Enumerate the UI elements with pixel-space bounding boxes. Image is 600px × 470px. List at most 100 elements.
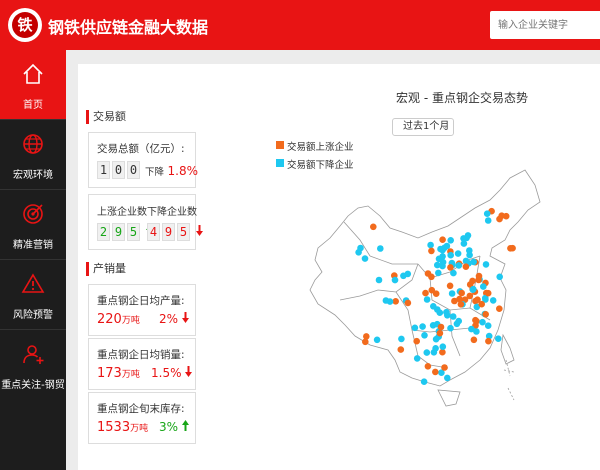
enterprise-dot bbox=[436, 329, 444, 337]
sidebar-item-risk[interactable]: 风险预警 bbox=[0, 260, 66, 330]
metric-label: 重点钢企旬末库存: bbox=[97, 403, 185, 415]
sidebar-item-marketing[interactable]: 精准营销 bbox=[0, 190, 66, 260]
enterprise-dot bbox=[485, 332, 493, 340]
sidebar-item-label: 宏观环境 bbox=[13, 170, 53, 181]
warning-icon bbox=[21, 273, 45, 293]
section-title-production: 产销量 bbox=[86, 262, 126, 276]
enterprise-dot bbox=[434, 306, 441, 313]
enterprise-dot bbox=[466, 292, 474, 300]
metric-label: 重点钢企日均产量: bbox=[97, 295, 185, 307]
change-value: 3% bbox=[159, 420, 179, 434]
sidebar: 首页 宏观环境 精准营销 风险预警 bbox=[0, 50, 66, 470]
enterprise-dot bbox=[470, 336, 478, 344]
enterprise-dot bbox=[413, 355, 421, 362]
enterprise-dot bbox=[391, 276, 399, 284]
search-input[interactable] bbox=[490, 11, 600, 39]
globe-icon bbox=[23, 134, 43, 154]
production-card-output: 重点钢企日均产量: 220万吨 2% bbox=[88, 284, 196, 336]
logo: 铁 bbox=[8, 8, 42, 42]
enterprise-dot bbox=[432, 290, 440, 297]
enterprise-dot bbox=[439, 236, 446, 243]
sidebar-item-label: 精准营销 bbox=[13, 240, 53, 251]
legend-swatch-up bbox=[276, 141, 284, 149]
enterprise-dot bbox=[449, 313, 457, 320]
enterprise-dot bbox=[439, 348, 446, 356]
enterprise-dot bbox=[479, 318, 486, 326]
enterprise-dot bbox=[423, 296, 431, 303]
enterprise-dot bbox=[437, 323, 445, 331]
enterprise-dot bbox=[370, 223, 377, 231]
legend-swatch-down bbox=[276, 159, 284, 167]
enterprise-dot bbox=[475, 272, 483, 280]
enterprise-dot bbox=[450, 269, 457, 277]
period-select[interactable]: 过去1个月 ⌄ bbox=[392, 118, 454, 136]
arrow-up-icon bbox=[181, 420, 189, 431]
arrow-down-icon bbox=[195, 225, 203, 236]
enterprise-dot bbox=[469, 277, 476, 285]
metric-unit: 万吨 bbox=[130, 424, 149, 434]
enterprise-dot bbox=[427, 241, 434, 249]
enterprise-dot bbox=[397, 346, 405, 353]
enterprise-dot bbox=[441, 364, 448, 371]
logo-mark: 铁 bbox=[12, 12, 38, 38]
enterprise-dot bbox=[421, 332, 428, 339]
enterprise-dot bbox=[447, 251, 454, 259]
enterprise-dot bbox=[468, 325, 475, 333]
sidebar-item-home[interactable]: 首页 bbox=[0, 50, 66, 120]
metric-value: 173万吨 bbox=[97, 366, 140, 381]
enterprise-dot bbox=[473, 303, 481, 311]
enterprise-dot bbox=[444, 312, 451, 319]
enterprise-dot bbox=[446, 282, 454, 290]
enterprise-dot bbox=[478, 300, 485, 308]
enterprise-dot bbox=[482, 294, 489, 302]
digit: 2 bbox=[97, 223, 110, 241]
production-card-sales: 重点钢企日均销量: 173万吨 1.5% bbox=[88, 338, 196, 390]
enterprise-dot bbox=[435, 255, 443, 263]
digit: 1 bbox=[97, 161, 110, 179]
enterprise-dot bbox=[435, 269, 442, 277]
enterprise-dot bbox=[470, 258, 477, 266]
enterprise-dot bbox=[473, 328, 480, 335]
enterprise-dot bbox=[462, 257, 470, 265]
enterprise-dot bbox=[482, 311, 489, 318]
enterprise-dot bbox=[434, 261, 441, 269]
enterprise-dot bbox=[413, 337, 420, 345]
enterprise-dot bbox=[432, 335, 440, 343]
enterprise-dot bbox=[375, 276, 383, 284]
enterprise-dot bbox=[422, 289, 429, 297]
enterprise-dot bbox=[460, 240, 468, 247]
sidebar-item-focus[interactable]: 重点关注-钢贸 bbox=[0, 330, 66, 400]
enterprise-dot bbox=[447, 264, 454, 271]
period-value: 过去1个月 bbox=[403, 121, 450, 132]
enterprise-dot bbox=[404, 299, 412, 307]
metric-number: 173 bbox=[97, 366, 122, 381]
enterprise-dot bbox=[457, 301, 465, 308]
enterprise-dot bbox=[463, 234, 470, 242]
digit: 4 bbox=[147, 223, 160, 241]
metric-unit: 万吨 bbox=[121, 370, 140, 380]
enterprise-dot bbox=[474, 296, 481, 303]
legend-label-down: 交易额下降企业 bbox=[287, 160, 354, 171]
china-map bbox=[309, 169, 541, 407]
sidebar-item-label: 重点关注-钢贸 bbox=[1, 380, 65, 391]
enterprise-dots bbox=[355, 207, 516, 385]
sidebar-item-macro[interactable]: 宏观环境 bbox=[0, 120, 66, 190]
digit: 5 bbox=[177, 223, 190, 241]
change-label: 下降 bbox=[145, 167, 165, 178]
enterprise-dot bbox=[453, 320, 461, 328]
enterprise-dot bbox=[438, 369, 445, 376]
change-value: 1.5% bbox=[151, 366, 182, 380]
enterprise-dot bbox=[428, 247, 435, 255]
change-value: 2% bbox=[159, 312, 179, 326]
enterprise-dot bbox=[454, 250, 462, 257]
metric-change: 3% bbox=[159, 420, 189, 434]
enterprise-dot bbox=[357, 244, 364, 252]
enterprise-dot bbox=[458, 289, 465, 297]
enterprise-dot bbox=[430, 349, 438, 356]
enterprise-dot bbox=[373, 336, 381, 344]
section-title-trade: 交易额 bbox=[86, 110, 126, 124]
